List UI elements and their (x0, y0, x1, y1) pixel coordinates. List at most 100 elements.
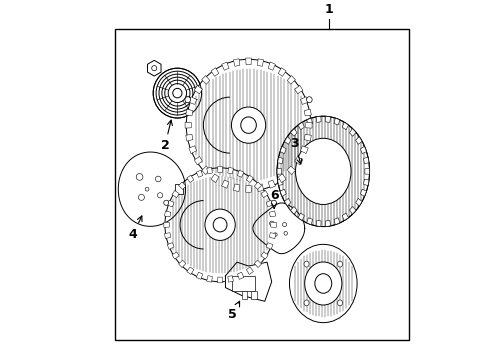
Polygon shape (270, 211, 276, 217)
Ellipse shape (338, 261, 343, 267)
Ellipse shape (164, 200, 169, 205)
Polygon shape (364, 179, 369, 186)
Polygon shape (307, 118, 313, 125)
Ellipse shape (155, 176, 161, 182)
Polygon shape (221, 180, 229, 188)
Polygon shape (266, 243, 273, 249)
Bar (232, 276, 255, 292)
Polygon shape (194, 85, 202, 94)
Polygon shape (325, 220, 331, 226)
Text: 4: 4 (128, 216, 142, 241)
Polygon shape (172, 252, 179, 259)
Polygon shape (246, 267, 253, 274)
Ellipse shape (157, 193, 163, 198)
Polygon shape (167, 243, 174, 249)
Polygon shape (167, 200, 174, 207)
Ellipse shape (145, 187, 149, 191)
Polygon shape (172, 190, 179, 198)
Polygon shape (165, 233, 171, 239)
Ellipse shape (231, 107, 266, 143)
Polygon shape (278, 174, 286, 183)
Polygon shape (349, 129, 356, 136)
Polygon shape (268, 62, 275, 70)
Ellipse shape (338, 300, 343, 306)
Ellipse shape (283, 222, 287, 226)
Polygon shape (221, 62, 229, 70)
Polygon shape (165, 211, 171, 217)
Polygon shape (300, 97, 308, 104)
Polygon shape (164, 222, 170, 227)
Polygon shape (238, 272, 244, 279)
Ellipse shape (307, 97, 312, 103)
Polygon shape (196, 170, 203, 177)
Polygon shape (187, 175, 194, 183)
Ellipse shape (173, 88, 182, 98)
Polygon shape (270, 233, 276, 239)
Polygon shape (342, 122, 348, 130)
Polygon shape (364, 157, 369, 164)
Polygon shape (233, 59, 240, 66)
Ellipse shape (153, 68, 201, 118)
Polygon shape (175, 184, 183, 194)
Ellipse shape (168, 84, 187, 103)
Polygon shape (306, 122, 312, 128)
Polygon shape (185, 122, 191, 128)
Polygon shape (291, 207, 297, 214)
Polygon shape (298, 122, 304, 130)
Ellipse shape (277, 116, 369, 226)
Polygon shape (194, 157, 202, 165)
Polygon shape (246, 186, 251, 192)
Ellipse shape (270, 221, 274, 226)
Ellipse shape (165, 168, 275, 282)
Bar (242, 291, 247, 299)
Polygon shape (334, 218, 340, 225)
Polygon shape (207, 167, 212, 174)
Ellipse shape (304, 261, 309, 267)
Polygon shape (246, 58, 251, 64)
Ellipse shape (284, 231, 288, 235)
Polygon shape (277, 168, 282, 174)
Polygon shape (253, 203, 305, 254)
Polygon shape (211, 174, 219, 183)
Polygon shape (356, 137, 362, 144)
Polygon shape (189, 97, 196, 104)
Polygon shape (178, 260, 186, 267)
Polygon shape (304, 134, 311, 141)
Polygon shape (356, 198, 362, 206)
Polygon shape (278, 157, 283, 164)
Ellipse shape (205, 209, 235, 240)
Polygon shape (325, 116, 331, 122)
Polygon shape (218, 167, 222, 172)
Ellipse shape (186, 59, 311, 191)
Ellipse shape (290, 244, 357, 323)
Polygon shape (186, 109, 193, 116)
Polygon shape (349, 207, 356, 214)
Polygon shape (189, 146, 196, 153)
Ellipse shape (213, 218, 227, 232)
Polygon shape (257, 184, 264, 192)
Polygon shape (291, 129, 297, 136)
Polygon shape (300, 146, 308, 153)
Ellipse shape (295, 138, 351, 204)
Polygon shape (295, 85, 303, 94)
Text: 2: 2 (161, 120, 172, 152)
Polygon shape (360, 147, 367, 154)
Ellipse shape (139, 194, 145, 201)
Ellipse shape (152, 66, 157, 71)
Ellipse shape (136, 174, 143, 180)
Ellipse shape (271, 200, 276, 205)
Bar (115, 29, 409, 341)
Polygon shape (178, 182, 186, 189)
Polygon shape (280, 189, 286, 197)
Ellipse shape (273, 233, 277, 236)
Polygon shape (266, 200, 273, 207)
Polygon shape (304, 109, 311, 116)
Ellipse shape (156, 71, 198, 115)
Polygon shape (254, 182, 262, 189)
Ellipse shape (162, 77, 193, 109)
Polygon shape (307, 218, 313, 225)
Polygon shape (147, 60, 161, 76)
Polygon shape (316, 116, 321, 122)
Polygon shape (365, 168, 369, 174)
Text: 6: 6 (270, 189, 278, 208)
